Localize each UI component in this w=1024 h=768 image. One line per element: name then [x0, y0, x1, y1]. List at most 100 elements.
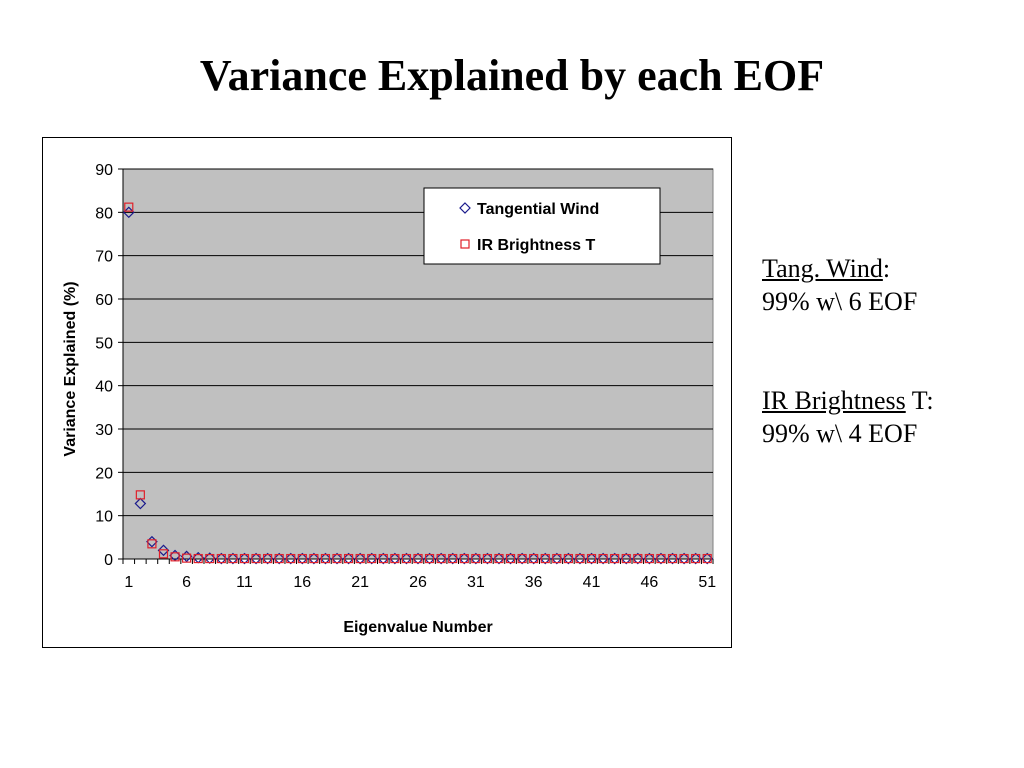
data-point-square [239, 553, 250, 564]
y-tick-label: 90 [95, 162, 113, 179]
data-point-square [182, 553, 192, 563]
legend-label: Tangential Wind [477, 201, 599, 218]
data-point-diamond [435, 552, 447, 565]
note-label: Tang. Wind [762, 254, 883, 283]
data-point-diamond [689, 552, 702, 565]
data-point-square [309, 553, 319, 564]
x-tick-label: 31 [467, 574, 485, 591]
x-tick-label: 1 [124, 574, 133, 591]
data-point-diamond [678, 552, 690, 565]
data-point-diamond [458, 552, 471, 565]
data-point-diamond [180, 550, 193, 563]
data-point-square [216, 553, 226, 564]
data-point-square [274, 553, 284, 564]
y-tick-label: 60 [95, 292, 113, 309]
y-tick-label: 30 [95, 422, 113, 439]
data-point-square [228, 553, 238, 564]
data-point-square [633, 553, 643, 564]
data-point-diamond [412, 552, 424, 565]
data-point-square [320, 553, 331, 564]
data-point-diamond [331, 552, 343, 565]
data-point-diamond [273, 552, 286, 565]
data-point-square [205, 553, 215, 564]
note-value: 99% w\ 6 EOF [762, 287, 918, 316]
data-point-square [598, 553, 608, 564]
series-points [122, 202, 714, 565]
x-tick-label: 16 [293, 574, 311, 591]
data-point-square [563, 553, 573, 564]
note-tangential-wind: Tang. Wind: 99% w\ 6 EOF [762, 252, 1012, 318]
data-point-square [355, 553, 365, 564]
note-label: IR Brightness [762, 386, 906, 415]
data-point-diamond [134, 497, 147, 510]
note-suffix: T: [905, 386, 934, 415]
y-tick-label: 40 [95, 379, 113, 396]
data-point-diamond [585, 552, 598, 565]
y-axis-ticks: 0 10 20 30 40 50 60 70 80 90 [95, 162, 123, 569]
x-tick-label: 11 [236, 574, 253, 591]
data-point-square [413, 553, 423, 564]
series-ir-brightness-t [124, 202, 712, 564]
data-point-diamond [516, 552, 528, 565]
data-point-square [251, 553, 261, 564]
data-point-diamond [354, 552, 367, 565]
data-point-diamond [389, 552, 401, 565]
legend-marker-diamond [459, 202, 471, 214]
x-tick-label: 51 [698, 574, 716, 591]
x-axis-label: Eigenvalue Number [343, 619, 492, 636]
data-point-diamond [261, 552, 274, 565]
data-point-square [135, 490, 145, 500]
legend-box [423, 187, 661, 265]
x-tick-label: 46 [640, 574, 658, 591]
data-point-diamond [527, 552, 540, 565]
y-tick-label: 80 [95, 205, 113, 222]
x-tick-label: 21 [351, 574, 369, 591]
data-point-diamond [550, 552, 563, 565]
note-value: 99% w\ 4 EOF [762, 419, 918, 448]
data-point-diamond [539, 552, 552, 565]
note-suffix: : [882, 254, 891, 283]
data-point-diamond [655, 552, 667, 565]
x-axis-ticks: 1 6 11 16 21 26 31 36 41 46 51 [122, 559, 716, 591]
x-tick-label: 36 [525, 574, 543, 591]
data-point-square [656, 553, 666, 564]
y-tick-label: 50 [95, 335, 113, 352]
legend-marker-square [460, 239, 470, 249]
data-point-diamond [446, 552, 459, 565]
data-point-square [540, 553, 550, 564]
x-tick-label: 6 [182, 574, 191, 591]
data-point-diamond [215, 552, 228, 565]
data-point-diamond [608, 552, 621, 565]
legend-label: IR Brightness T [477, 237, 595, 254]
data-point-diamond [562, 552, 575, 565]
data-point-diamond [319, 552, 332, 565]
legend: Tangential Wind IR Brightness T [423, 187, 661, 265]
data-point-square [494, 553, 504, 564]
data-point-diamond [493, 552, 505, 565]
data-point-square [644, 553, 654, 564]
data-point-square [401, 553, 412, 564]
data-point-square [436, 553, 446, 564]
data-point-square [193, 553, 203, 564]
y-tick-label: 20 [95, 465, 113, 482]
data-point-square [378, 553, 388, 564]
series-tangential-wind [122, 206, 714, 565]
data-point-diamond [469, 552, 482, 565]
data-point-diamond [574, 552, 586, 565]
data-point-diamond [643, 552, 656, 565]
slide-title: Variance Explained by each EOF [199, 51, 825, 100]
data-point-square [621, 553, 631, 564]
data-point-square [610, 553, 620, 564]
data-point-diamond [701, 552, 714, 565]
data-point-square [170, 552, 180, 562]
data-point-square [332, 553, 342, 564]
data-point-diamond [250, 552, 262, 565]
data-point-diamond [423, 552, 436, 565]
data-point-square [667, 553, 678, 564]
data-point-square [552, 553, 562, 564]
data-point-diamond [296, 552, 309, 565]
data-point-diamond [377, 552, 390, 565]
data-point-diamond [597, 552, 609, 565]
data-point-diamond [365, 552, 378, 565]
data-point-square [517, 553, 527, 564]
